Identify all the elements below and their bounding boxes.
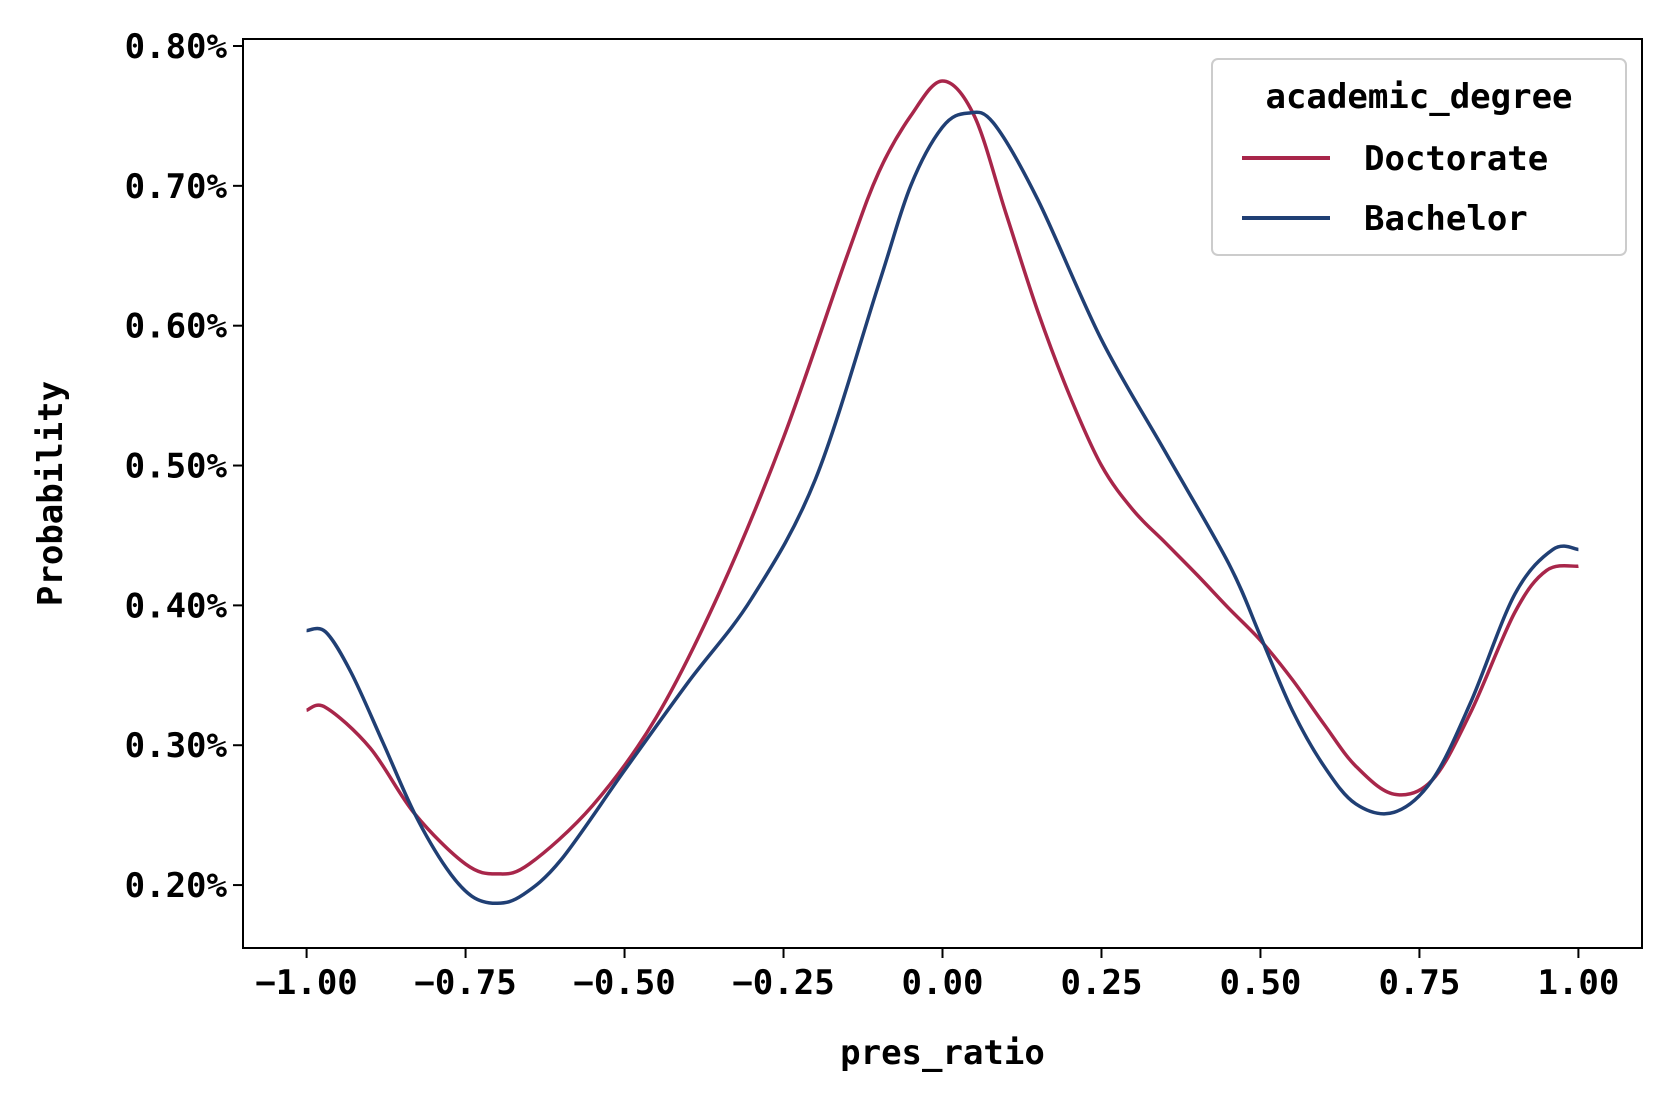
legend-items: Doctorate Bachelor [1242,139,1548,239]
y-tick-label: 0.60% [125,307,228,347]
legend-label-bachelor: Bachelor [1364,199,1528,239]
y-tick-label: 0.40% [125,586,228,626]
x-axis-title: pres_ratio [840,1033,1045,1073]
x-tick-label: −0.75 [414,963,516,1003]
legend-title: academic_degree [1265,77,1572,117]
series-line-doctorate [305,79,1579,876]
x-axis: −1.00 −0.75 −0.50 −0.25 0.00 0.25 0.50 0.75 1.00 [255,948,1619,1003]
y-axis: 0.20% 0.30% 0.40% 0.50% 0.60% 0.70% 0.80% [125,27,243,906]
y-axis-title: Probability [31,381,71,606]
x-tick-label: 0.00 [902,963,984,1003]
x-tick-label: −1.00 [255,963,357,1003]
legend: academic_degree Doctorate Bachelor [1211,58,1627,256]
y-tick-label: 0.80% [125,27,228,67]
y-tick-label: 0.30% [125,726,228,766]
x-tick-label: 0.75 [1378,963,1460,1003]
x-tick-label: 0.25 [1061,963,1143,1003]
series-line-bachelor [306,110,1579,906]
x-tick-label: −0.50 [573,963,675,1003]
x-tick-label: −0.25 [732,963,834,1003]
x-tick-label: 0.50 [1220,963,1302,1003]
y-tick-label: 0.20% [125,866,228,906]
y-tick-label: 0.70% [125,167,228,207]
plot-lines [305,79,1579,906]
x-tick-label: 1.00 [1537,963,1619,1003]
y-tick-label: 0.50% [125,447,228,487]
legend-box [1211,58,1627,256]
legend-label-doctorate: Doctorate [1364,139,1548,179]
